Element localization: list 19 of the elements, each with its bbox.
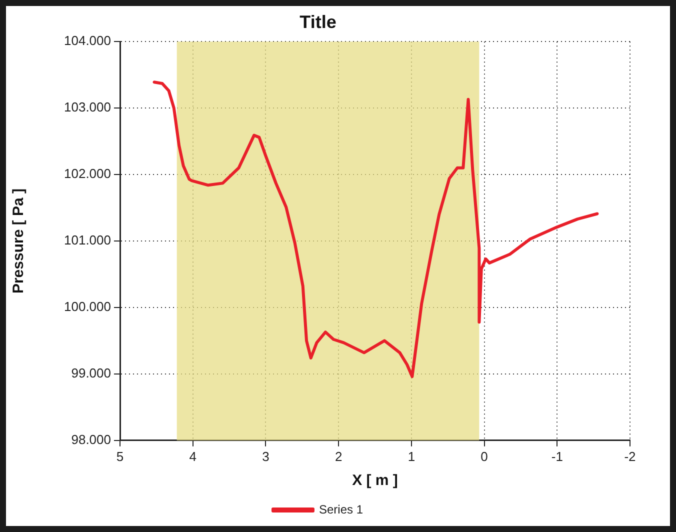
x-tick-label: 0 [480, 448, 488, 464]
x-axis-title: X [ m ] [352, 472, 398, 490]
x-tick-label: 5 [116, 448, 124, 464]
y-tick-label: 100.000 [64, 299, 111, 314]
y-tick-label: 102.000 [64, 166, 111, 182]
y-tick-label: 99.000 [71, 366, 111, 381]
chart-title: Title [300, 12, 336, 32]
y-axis-title: Pressure [ Pa ] [10, 188, 28, 294]
legend-label: Series 1 [318, 502, 364, 516]
y-tick-label: 103.000 [64, 100, 111, 115]
x-tick-label: -2 [624, 448, 636, 464]
y-tick-label: 98.000 [71, 432, 111, 447]
y-tick-label: 104.000 [64, 33, 111, 48]
y-tick-label: 101.000 [64, 232, 111, 248]
x-tick-label: 1 [408, 448, 416, 464]
x-tick-label: 2 [334, 448, 342, 464]
x-tick-label: -1 [551, 448, 563, 464]
x-tick-label: 3 [262, 448, 270, 464]
x-tick-label: 4 [189, 448, 196, 464]
